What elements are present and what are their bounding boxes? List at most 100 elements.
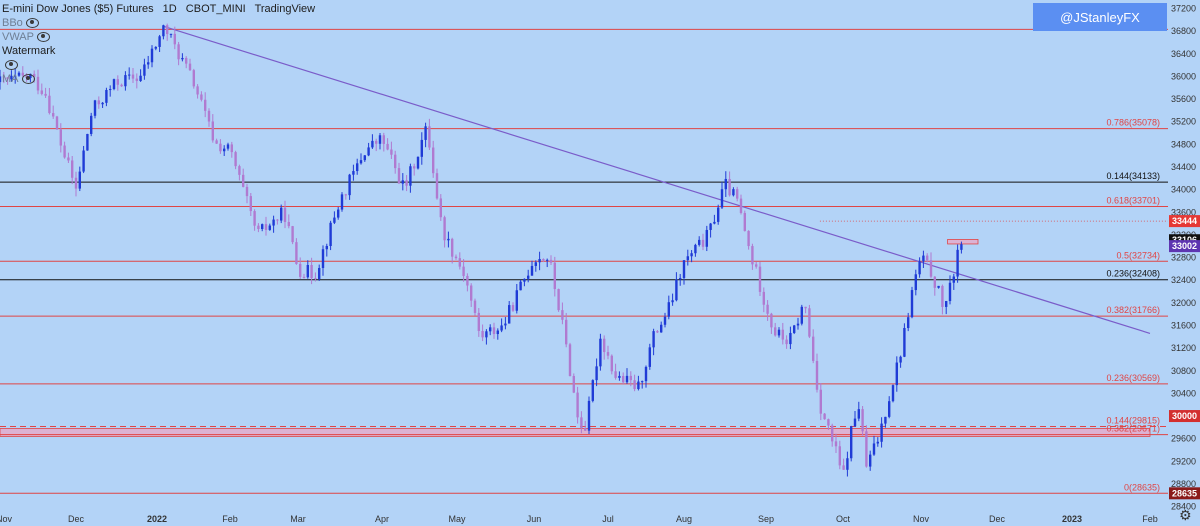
- candle-body: [777, 329, 781, 336]
- candle-body: [173, 33, 176, 45]
- candle-body: [371, 140, 374, 148]
- eye-icon[interactable]: [21, 74, 35, 85]
- fib-level-label: 0.786(35078): [1106, 118, 1160, 128]
- candle-body: [686, 256, 689, 261]
- candle-body: [359, 160, 363, 164]
- candle-body: [367, 147, 370, 156]
- candle-body: [63, 145, 66, 158]
- indicator-row-4[interactable]: [2, 58, 321, 72]
- candle-body: [530, 265, 534, 276]
- candle-body: [485, 331, 488, 338]
- candle-body: [264, 224, 268, 230]
- candle-body: [401, 180, 404, 184]
- candle-body: [515, 290, 518, 311]
- price-label-text: 30000: [1172, 411, 1197, 421]
- candle-body: [329, 222, 332, 247]
- candle-body: [918, 261, 921, 275]
- eye-icon[interactable]: [37, 32, 50, 43]
- x-tick-label: Nov: [913, 514, 930, 524]
- candle-body: [36, 76, 40, 91]
- indicator-row-ma[interactable]: MA: [2, 72, 321, 86]
- symbol-title: E-mini Dow Jones ($5) Futures: [2, 3, 154, 15]
- candle-body: [599, 338, 602, 367]
- candle-body: [314, 278, 317, 280]
- candle-body: [614, 371, 617, 378]
- candle-body: [682, 260, 686, 278]
- candle-body: [310, 265, 313, 279]
- candle-body: [774, 327, 777, 336]
- candle-body: [496, 330, 499, 335]
- candle-body: [633, 380, 636, 390]
- candle-body: [895, 362, 898, 386]
- candle-body: [378, 135, 382, 144]
- candle-body: [211, 121, 214, 141]
- x-tick-label: Aug: [676, 514, 692, 524]
- candle-body: [565, 319, 568, 345]
- price-label-bg: [1169, 487, 1200, 500]
- candle-body: [698, 239, 701, 245]
- candle-body: [59, 129, 62, 146]
- candle-body: [470, 285, 473, 301]
- source-label: TradingView: [254, 3, 316, 15]
- y-tick-label: 32800: [1171, 253, 1196, 263]
- candle-body: [340, 194, 344, 210]
- exchange-label: CBOT_MINI: [185, 3, 246, 15]
- indicator-row-bb[interactable]: BBo: [2, 16, 321, 30]
- candle-body: [295, 242, 298, 264]
- candle-body: [375, 140, 378, 144]
- indicator-row-vwap[interactable]: VWAP: [2, 30, 321, 44]
- candle-body: [903, 328, 906, 357]
- candle-body: [14, 75, 17, 77]
- candle-body: [591, 380, 594, 401]
- candle-body: [755, 264, 758, 267]
- candle-body: [880, 423, 883, 442]
- candle-body: [435, 173, 439, 199]
- candle-body: [720, 189, 724, 208]
- candle-body: [276, 219, 279, 221]
- candle-body: [656, 331, 659, 333]
- x-tick-label: Jul: [602, 514, 614, 524]
- candle-body: [876, 441, 879, 444]
- indicator-label: MA: [2, 73, 19, 85]
- candle-body: [139, 75, 142, 82]
- candle-body: [192, 70, 195, 87]
- price-label-text: 33002: [1172, 241, 1197, 251]
- candle-body: [861, 409, 864, 432]
- candle-body: [857, 409, 860, 419]
- candle-body: [48, 95, 51, 114]
- candle-body: [523, 278, 526, 282]
- x-tick-label: May: [448, 514, 466, 524]
- candle-body: [105, 89, 108, 103]
- indicator-row-watermark[interactable]: Watermark: [2, 44, 321, 58]
- candle-body: [732, 189, 735, 196]
- eye-icon[interactable]: [5, 60, 18, 71]
- candle-body: [386, 143, 389, 150]
- candle-body: [781, 329, 784, 340]
- candle-body: [268, 225, 271, 230]
- candle-body: [219, 143, 222, 152]
- candle-body: [618, 375, 621, 378]
- candle-body: [283, 207, 287, 222]
- candle-body: [409, 166, 412, 186]
- candle-body: [736, 189, 739, 199]
- gear-icon[interactable]: ⚙: [1179, 507, 1192, 523]
- eye-icon[interactable]: [25, 18, 39, 29]
- candle-body: [549, 259, 553, 263]
- candle-body: [728, 178, 731, 196]
- candle-body: [884, 416, 887, 424]
- candle-body: [500, 325, 503, 331]
- fib-level-label: 0.618(33701): [1106, 196, 1160, 206]
- candle-body: [557, 289, 560, 311]
- candle-body: [587, 400, 591, 431]
- candle-body: [933, 276, 936, 288]
- candle-body: [52, 113, 55, 117]
- price-label-text: 33444: [1172, 216, 1197, 226]
- support-zone: [0, 428, 1151, 437]
- candle-body: [834, 441, 838, 447]
- candle-body: [910, 290, 914, 318]
- candle-body: [473, 300, 477, 313]
- candle-body: [223, 148, 226, 152]
- candle-body: [188, 63, 192, 71]
